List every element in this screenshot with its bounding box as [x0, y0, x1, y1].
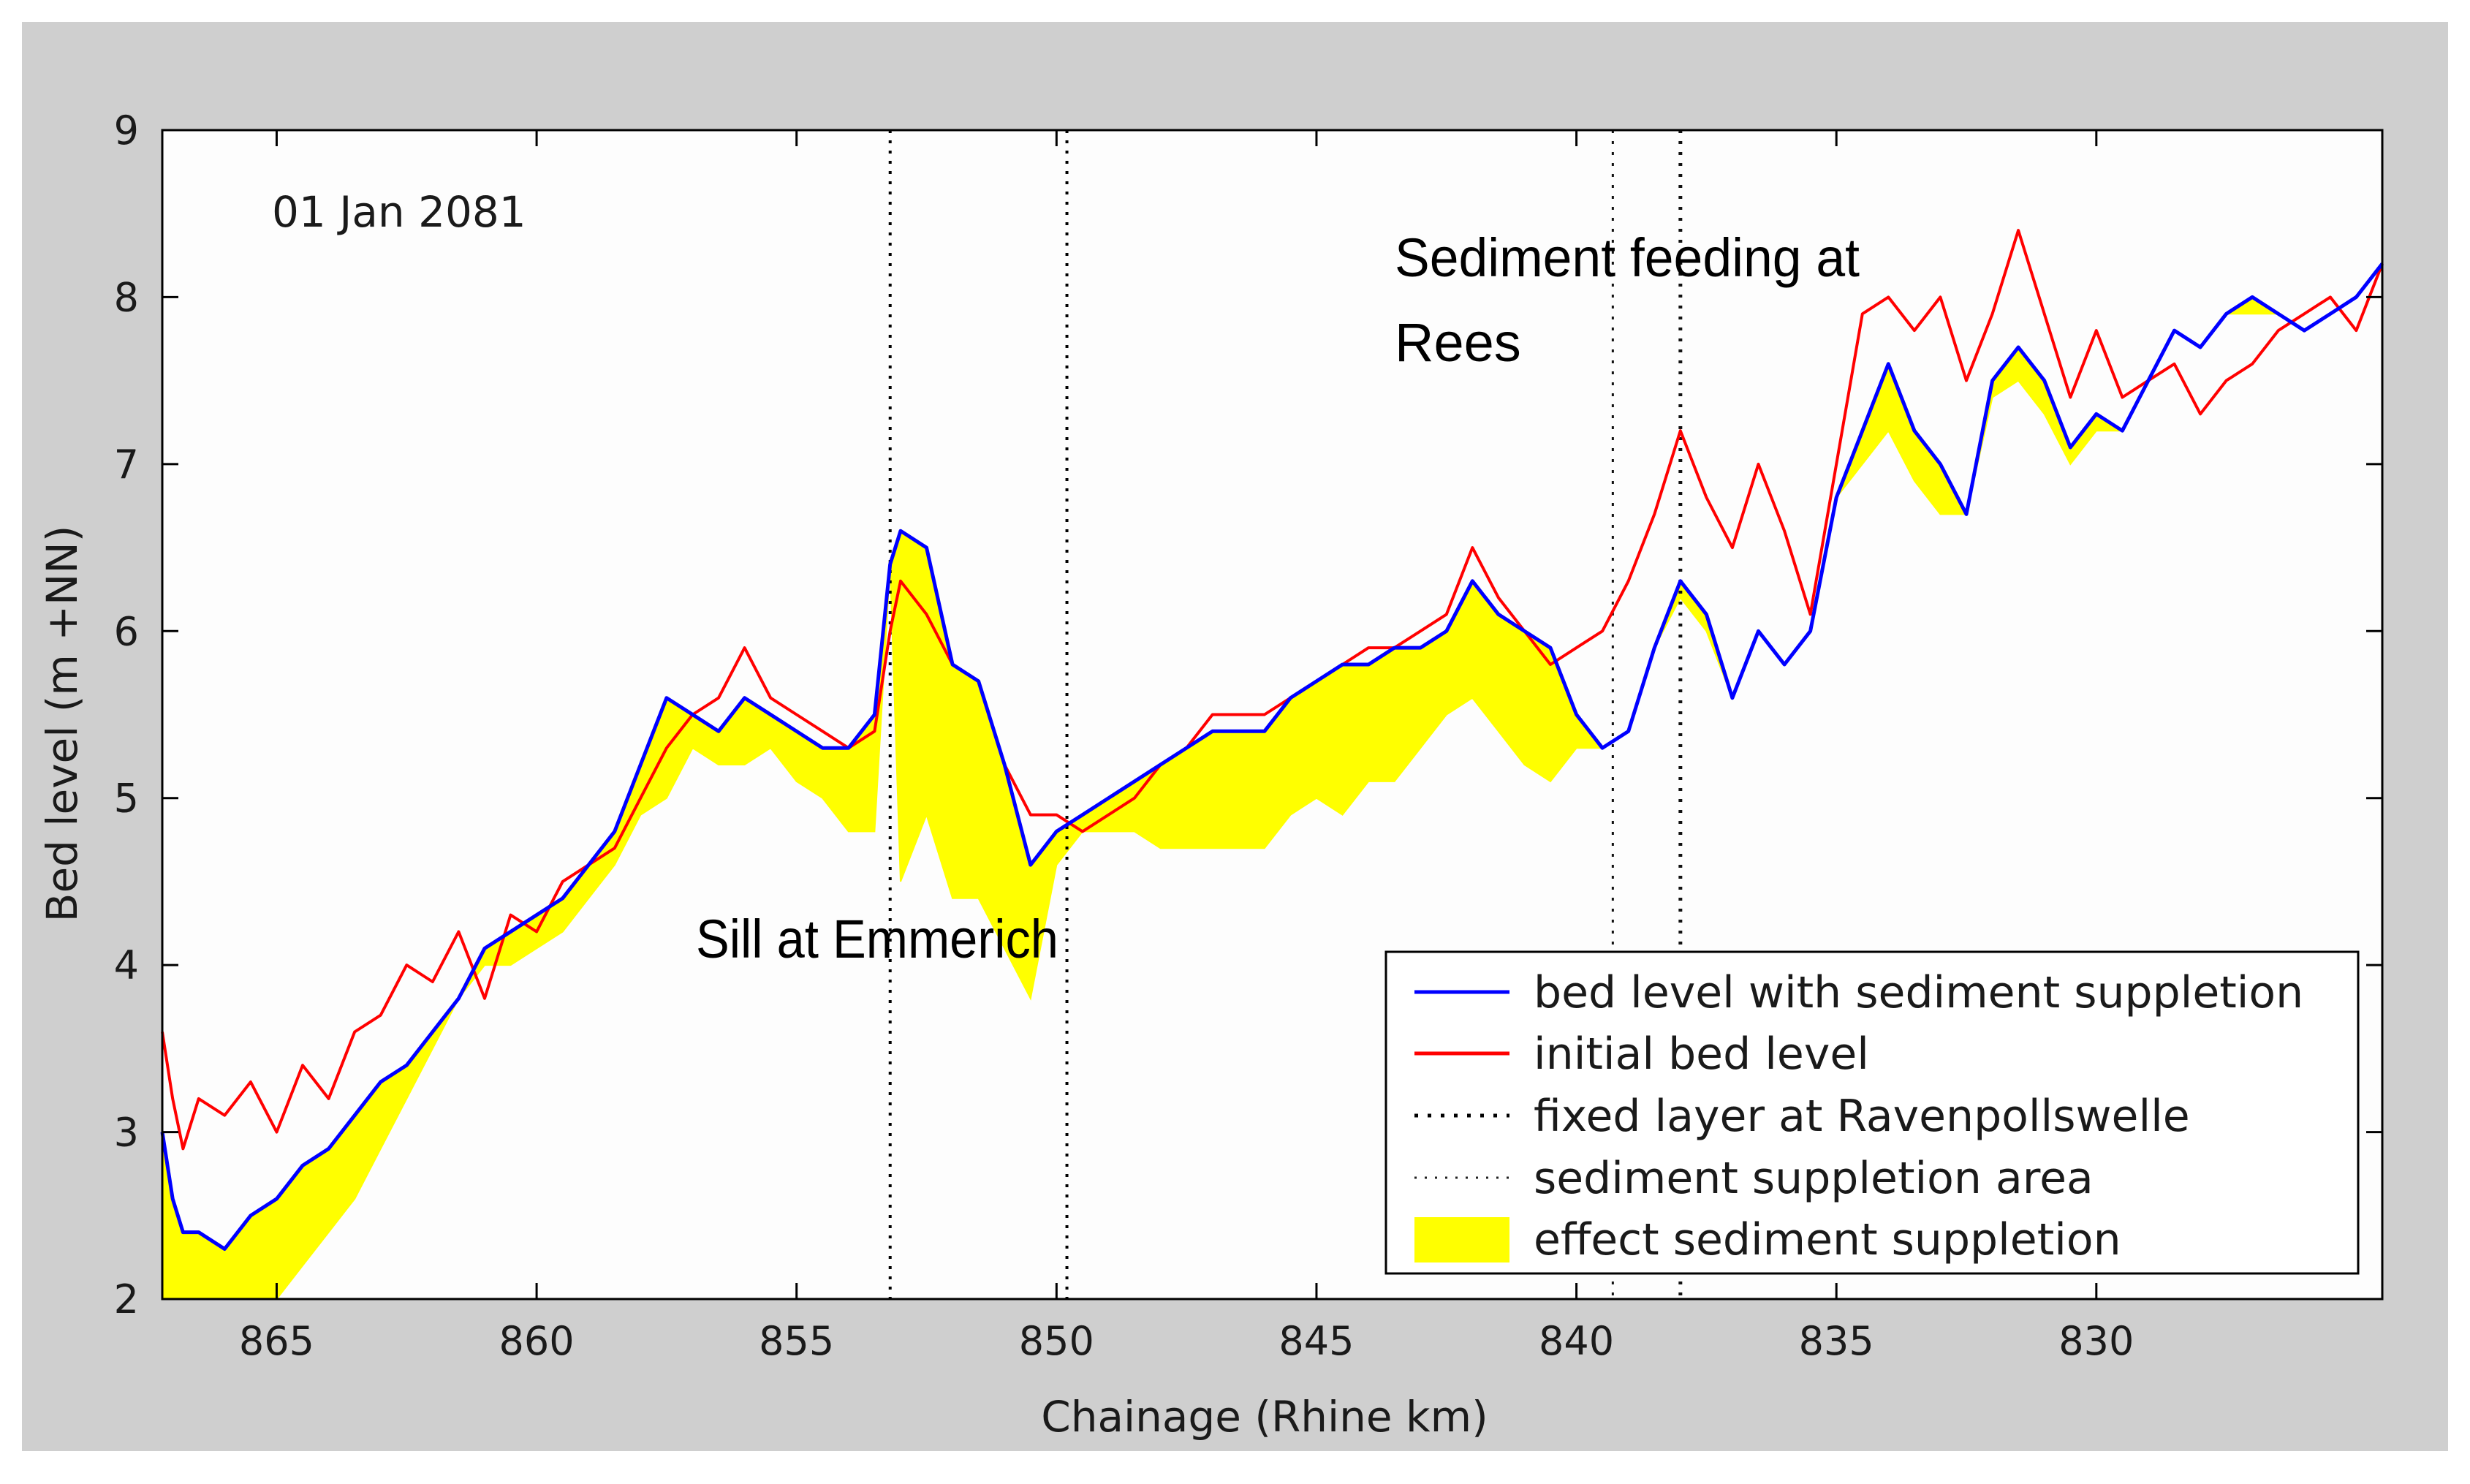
x-tick-label: 840 — [1539, 1318, 1614, 1364]
date-label: 01 Jan 2081 — [272, 187, 526, 237]
supplied-bed-level-line — [160, 262, 2384, 1251]
legend: bed level with sediment suppletion initi… — [1384, 950, 2360, 1275]
y-tick-label: 4 — [114, 942, 139, 988]
x-axis-label: Chainage (Rhine km) — [1041, 1392, 1488, 1442]
annotation-feeding-line1: Sediment feeding at — [1395, 227, 1860, 288]
y-tick-label: 7 — [114, 442, 139, 488]
legend-swatch-yellow-patch — [1414, 1217, 1509, 1262]
x-tick-label: 865 — [239, 1318, 314, 1364]
legend-label-supplied: bed level with sediment suppletion — [1534, 967, 2303, 1018]
y-tick-label: 6 — [114, 608, 139, 654]
plot-border — [161, 129, 2384, 1301]
y-tick-label: 5 — [114, 776, 139, 822]
x-tick-label: 835 — [1799, 1318, 1874, 1364]
initial-bed-level-line — [161, 229, 2384, 1151]
y-tick-label: 8 — [114, 274, 139, 320]
x-tick-label: 830 — [2058, 1318, 2134, 1364]
x-tick-label: 860 — [499, 1318, 575, 1364]
annotation-feeding-line2: Rees — [1395, 312, 1521, 373]
y-tick-label: 2 — [114, 1276, 139, 1322]
x-tick-label: 845 — [1278, 1318, 1354, 1364]
x-tick-label: 850 — [1019, 1318, 1094, 1364]
legend-label-fixed-layer: fixed layer at Ravenpollswelle — [1534, 1091, 2190, 1142]
legend-box — [1384, 950, 2360, 1275]
y-tick-label: 9 — [114, 107, 139, 154]
annotation-sill: Sill at Emmerich — [696, 909, 1058, 969]
legend-label-effect: effect sediment suppletion — [1534, 1214, 2121, 1265]
y-tick-label: 3 — [114, 1110, 139, 1156]
legend-label-suppletion-area: sediment suppletion area — [1534, 1153, 2094, 1204]
legend-label-initial: initial bed level — [1534, 1029, 1869, 1080]
x-tick-label: 855 — [759, 1318, 834, 1364]
y-axis-label: Bed level (m +NN) — [37, 526, 87, 923]
